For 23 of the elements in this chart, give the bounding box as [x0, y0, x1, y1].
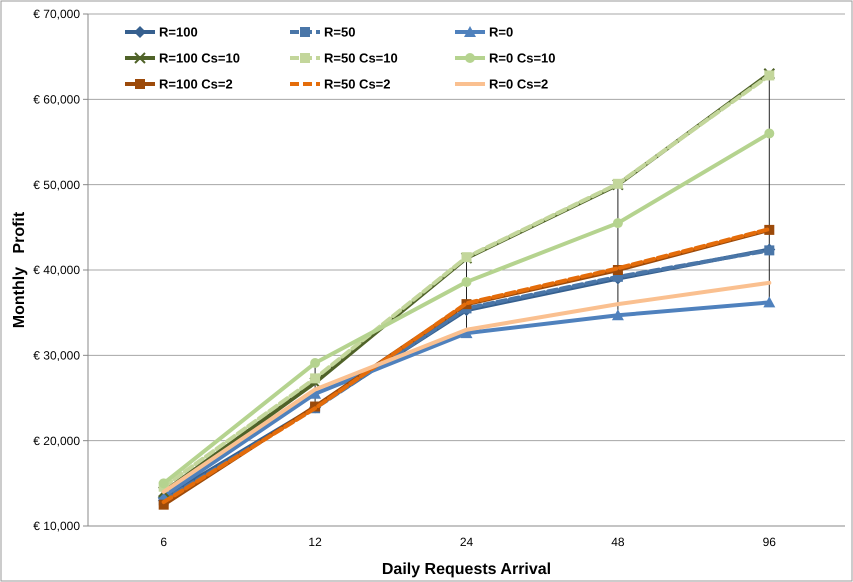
y-tick-label: € 30,000 — [33, 348, 80, 363]
x-tick-label: 6 — [160, 535, 168, 549]
x-tick-label: 12 — [308, 535, 322, 549]
y-tick-label: € 70,000 — [33, 7, 80, 22]
legend-label: R=50 Cs=2 — [324, 76, 390, 92]
x-axis-title: Daily Requests Arrival — [382, 561, 552, 578]
x-tick-label: 24 — [460, 535, 474, 549]
legend-label: R=50 Cs=10 — [324, 50, 398, 66]
legend-label: R=0 Cs=2 — [489, 76, 548, 92]
x-tick-label: 96 — [762, 535, 776, 549]
y-tick-label: € 60,000 — [33, 92, 80, 107]
y-tick-label: € 20,000 — [33, 434, 80, 448]
x-tick-label: 48 — [611, 535, 625, 549]
legend-label: R=100 Cs=2 — [159, 76, 233, 92]
legend-label: R=100 — [159, 24, 198, 40]
y-tick-label: € 50,000 — [33, 178, 80, 192]
legend-label: R=50 — [324, 24, 356, 40]
y-tick-label: € 10,000 — [33, 519, 80, 534]
legend-label: R=0 Cs=10 — [489, 50, 556, 66]
legend-label: R=100 Cs=10 — [159, 50, 240, 66]
y-tick-label: € 40,000 — [33, 263, 80, 278]
y-axis-title: Monthly Profit — [11, 211, 28, 328]
legend-label: R=0 — [489, 24, 514, 40]
